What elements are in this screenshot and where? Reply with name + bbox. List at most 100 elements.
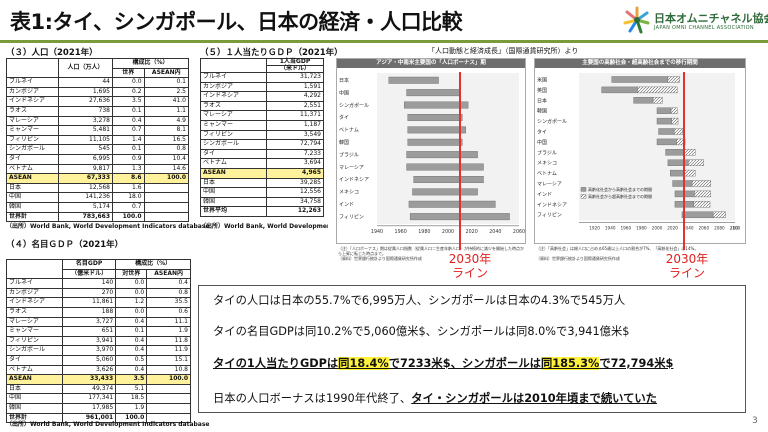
- corner-cell: [6, 57, 59, 79]
- highlight-singapore-ratio: 同185.3%: [540, 357, 600, 370]
- cell-value: 1,187: [266, 119, 324, 131]
- aging-2030-label-line: ライン: [668, 266, 705, 280]
- cell-pop: 738: [58, 105, 113, 117]
- cell-gdp: 3,626: [61, 364, 117, 376]
- cell-gdp: 49,374: [61, 383, 117, 395]
- cell-value: 1,591: [266, 81, 324, 93]
- country-label: 米国: [537, 77, 547, 84]
- row-label: カンボジア: [6, 287, 63, 299]
- table-row: ミャンマー 651 0.1 1.9: [6, 326, 191, 337]
- x-tick-label: 1940: [371, 229, 383, 235]
- table-row: インドネシア 4,292: [200, 91, 324, 102]
- cell-world: 0.4: [115, 316, 148, 328]
- cell-pop: 1,695: [58, 86, 113, 98]
- summary-text: 日本の人口ボーナスは1990年代終了、: [213, 392, 412, 405]
- row-label: マレーシア: [6, 316, 63, 328]
- row-label: ASEAN: [200, 167, 267, 179]
- table-row: 中国 12,556: [200, 187, 324, 198]
- cell-world: 0.4: [115, 364, 148, 376]
- cell-asean: 2.5: [143, 86, 190, 98]
- aging-period-bar: [656, 138, 677, 146]
- row-label: 中国: [200, 187, 267, 198]
- row-label: ブルネイ: [200, 72, 267, 83]
- aging-period-bar: [667, 159, 689, 166]
- table-row: 韓国 17,985 1.9: [6, 402, 191, 414]
- table-row: シンガポール 545 0.1 0.8: [6, 144, 190, 155]
- bonus-period-bar: [413, 175, 484, 183]
- table-row: ASEAN 4,965: [200, 167, 324, 179]
- cell-asean: 11.9: [146, 345, 191, 356]
- cell-asean: [146, 393, 191, 404]
- cell-value: 7,233: [266, 148, 324, 160]
- cell-value: 12,263: [266, 206, 324, 217]
- super-aging-period-bar: [712, 211, 726, 218]
- cell-world: 0.7: [112, 125, 145, 136]
- row-label: 日本: [6, 182, 59, 194]
- super-aging-period-bar: [694, 190, 712, 198]
- table-row: 世界平均 12,263: [200, 206, 324, 217]
- cell-world: 0.4: [115, 345, 148, 356]
- col-header-share: 構成比（%）: [115, 259, 191, 270]
- cell-value: 4,292: [266, 91, 324, 102]
- super-aging-period-bar: [693, 201, 711, 208]
- summary-line-nominal-gdp: タイの名目GDPは同10.2%で5,060億米$、シンガポールは同8.0%で3,…: [213, 325, 630, 338]
- summary-line-gdp-per-capita: タイの1人当たりGDPは同18.4%で7233米$、シンガポールは同185.3%…: [213, 355, 673, 371]
- page-title: 表1:タイ、シンガポール、日本の経済・人口比較: [10, 10, 463, 34]
- x-tick-label: 2100: [730, 226, 741, 231]
- table-row: カンボジア 1,591: [200, 81, 324, 93]
- cell-value: 39,285: [266, 177, 324, 189]
- row-label: ラオス: [6, 306, 63, 318]
- table-row: マレーシア 11,371: [200, 110, 324, 121]
- summary-emphasis: タイ・シンガポールは2010年頃まで続いていた: [411, 392, 657, 405]
- cell-asean: 0.6: [146, 306, 191, 318]
- x-tick-label: 2040: [489, 229, 501, 235]
- country-label: メキシコ: [339, 190, 359, 196]
- bonus-period-bar: [406, 163, 484, 171]
- cell-world: 18.0: [112, 192, 145, 203]
- cell-pop: 44: [58, 77, 113, 88]
- table-row: 中国 141,236 18.0: [6, 192, 190, 203]
- cell-gdp: 3,970: [61, 345, 117, 356]
- row-label: シンガポール: [6, 144, 59, 155]
- country-label: マレーシア: [537, 182, 562, 188]
- cell-world: 1.6: [112, 182, 145, 194]
- legend-swatch-aging: [580, 187, 587, 192]
- table-row: 世界計 783,663 100.0: [6, 211, 190, 223]
- table-row: ベトナム 3,626 0.4 10.8: [6, 364, 191, 376]
- col-header-unit: （億米ドル）: [61, 268, 117, 280]
- aging-period-bar: [633, 97, 654, 104]
- title-underline: [0, 40, 768, 43]
- aging-period-bar: [665, 149, 684, 156]
- row-label: マレーシア: [6, 115, 59, 127]
- table-row: マレーシア 3,278 0.4 4.9: [6, 115, 190, 127]
- cell-asean: 35.5: [146, 297, 191, 308]
- cell-asean: 15.1: [146, 354, 191, 366]
- x-tick-label: 1920: [589, 226, 600, 231]
- cell-asean: 10.8: [146, 364, 191, 376]
- summary-line-population: タイの人口は日本の55.7%で6,995万人、シンガポールは日本の4.3%で54…: [213, 294, 626, 307]
- aging-period-bar: [656, 117, 673, 125]
- country-label: 日本: [537, 97, 547, 104]
- super-aging-period-bar: [673, 128, 683, 135]
- cell-world: 0.4: [115, 335, 148, 347]
- col-header-asean: ASEAN内: [146, 268, 191, 280]
- cell-world: 0.1: [112, 144, 145, 155]
- cell-asean: [146, 412, 191, 424]
- table-row: ミャンマー 5,481 0.7 8.1: [6, 125, 190, 136]
- table-row: 韓国 34,758: [200, 196, 324, 208]
- table-row: タイ 6,995 0.9 10.4: [6, 153, 190, 165]
- row-label: ASEAN: [6, 173, 59, 184]
- row-label: ミャンマー: [6, 326, 63, 337]
- x-tick-label: 2060: [698, 226, 709, 231]
- cell-gdp: 140: [61, 278, 117, 289]
- x-tick-label: 2060: [513, 229, 525, 235]
- aging-chart-source: （資料）世界銀行統計より国際通貨研究所作成: [536, 256, 620, 261]
- cell-value: 4,965: [266, 167, 324, 179]
- cell-pop: 3,278: [58, 115, 113, 127]
- cell-world: 100.0: [115, 412, 148, 424]
- aging-period-bar: [658, 128, 675, 135]
- bonus-2030-label-year: 2030年: [448, 252, 492, 266]
- cell-pop: 5,174: [58, 201, 113, 213]
- aging-chart-note: （注）「高齢社会」は総人口に占める65歳以上人口の割合が7%、「高齢化社会」は1…: [536, 246, 699, 251]
- cell-pop: 11,105: [58, 134, 113, 146]
